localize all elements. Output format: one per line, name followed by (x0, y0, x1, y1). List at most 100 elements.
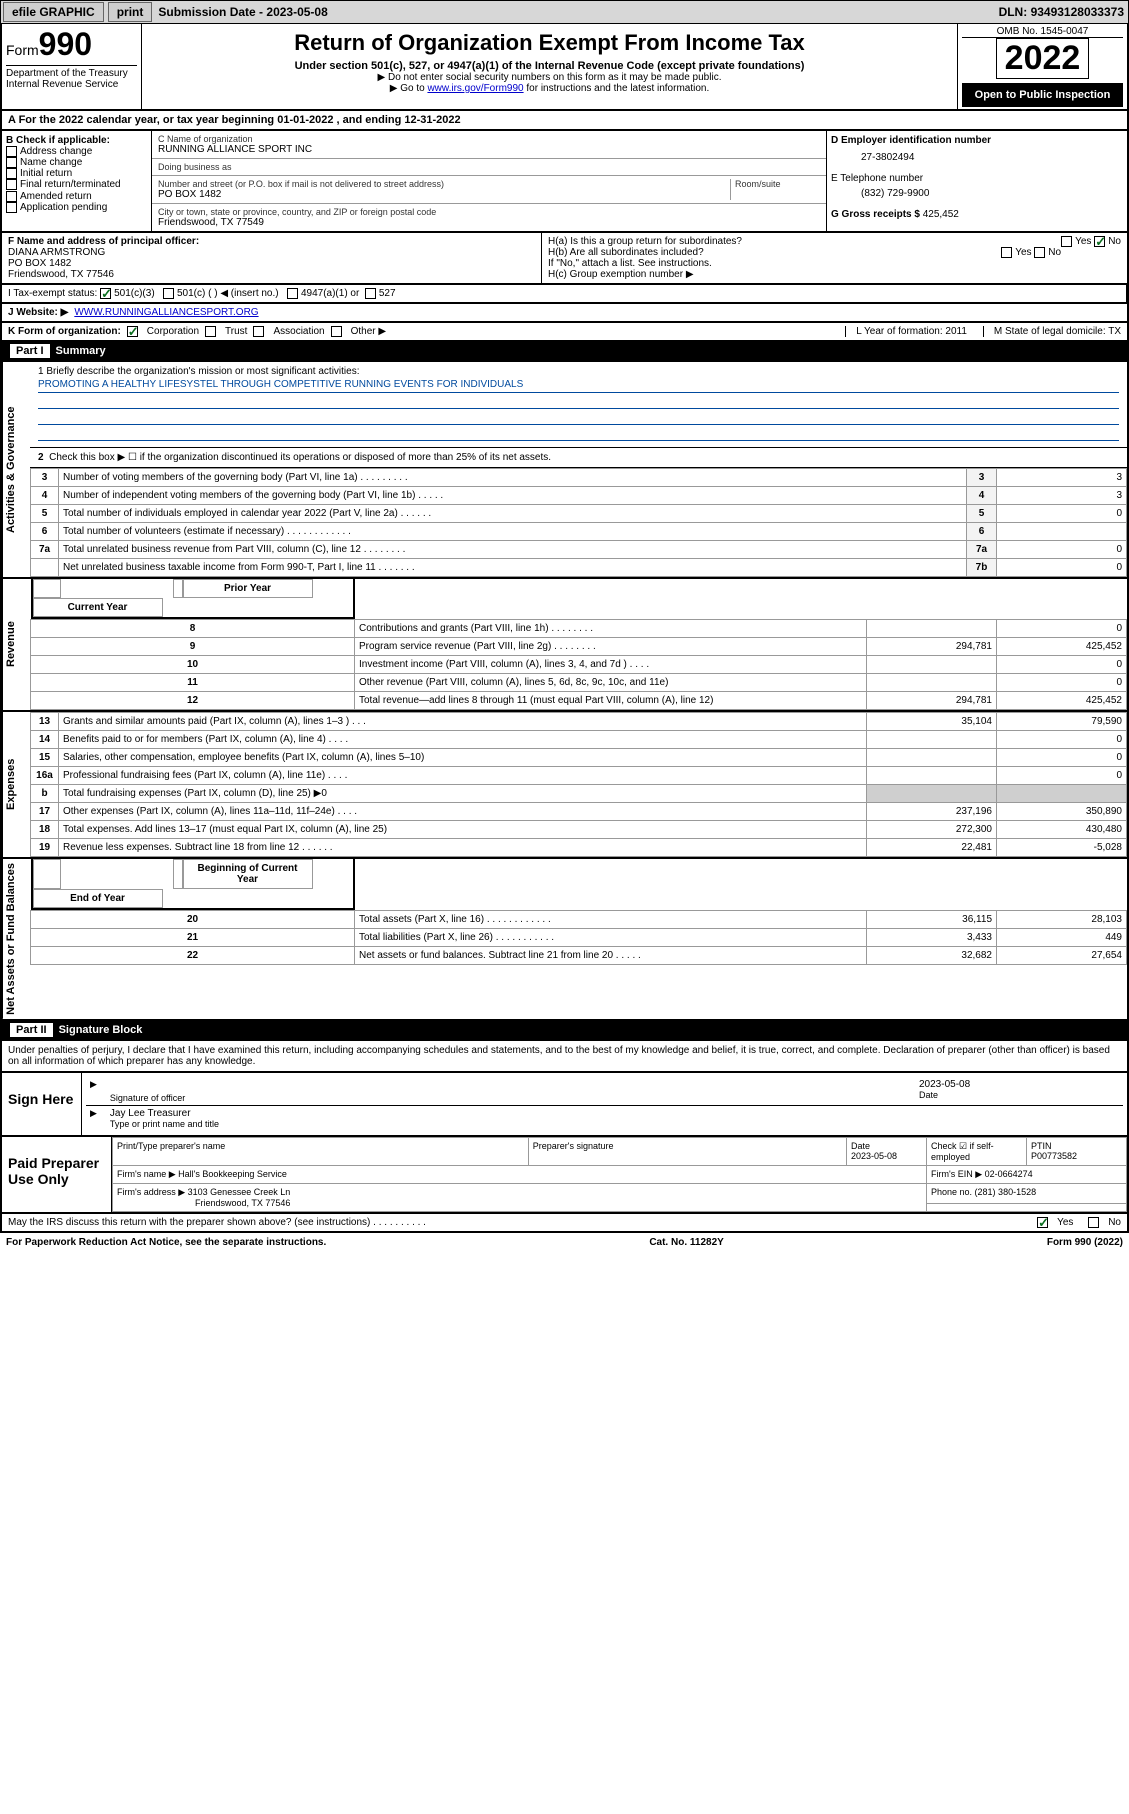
telephone-value: (832) 729-9900 (831, 184, 1123, 209)
vlabel-governance: Activities & Governance (2, 362, 30, 577)
tax-501c3[interactable] (100, 288, 111, 299)
address-label: Number and street (or P.O. box if mail i… (158, 179, 730, 189)
website-link[interactable]: WWW.RUNNINGALLIANCESPORT.ORG (74, 307, 258, 318)
h-c: H(c) Group exemption number ▶ (548, 269, 1121, 280)
row-f-h: F Name and address of principal officer:… (0, 233, 1129, 285)
ha-yes[interactable] (1061, 236, 1072, 247)
officer-addr2: Friendswood, TX 77546 (8, 269, 535, 280)
may-irs-discuss: May the IRS discuss this return with the… (0, 1214, 1129, 1233)
city-value: Friendswood, TX 77549 (158, 217, 820, 228)
tax-501c[interactable] (163, 288, 174, 299)
city-label: City or town, state or province, country… (158, 207, 820, 217)
org-name-label: C Name of organization (158, 134, 820, 144)
expenses-table: 13Grants and similar amounts paid (Part … (30, 712, 1127, 857)
vlabel-expenses: Expenses (2, 712, 30, 857)
hb-no[interactable] (1034, 247, 1045, 258)
officer-label: F Name and address of principal officer: (8, 236, 535, 247)
room-suite-label: Room/suite (735, 179, 820, 189)
org-trust[interactable] (205, 326, 216, 337)
section-b-label: B Check if applicable: (6, 135, 147, 146)
prep-sig-label: Preparer's signature (528, 1137, 846, 1165)
efile-topbar: efile GRAPHIC print Submission Date - 20… (0, 0, 1129, 24)
h-b-note: If "No," attach a list. See instructions… (548, 258, 1121, 269)
ssn-note: ▶ Do not enter social security numbers o… (146, 72, 953, 83)
form-title: Return of Organization Exempt From Incom… (146, 30, 953, 56)
check-address-change[interactable] (6, 146, 17, 157)
penalty-statement: Under penalties of perjury, I declare th… (0, 1041, 1129, 1073)
sign-here-label: Sign Here (2, 1073, 82, 1135)
tax-527[interactable] (365, 288, 376, 299)
efile-graphic-button[interactable]: efile GRAPHIC (3, 2, 104, 22)
h-b: H(b) Are all subordinates included? Yes … (548, 247, 1121, 258)
ha-no[interactable] (1094, 236, 1105, 247)
open-to-public: Open to Public Inspection (962, 83, 1123, 107)
year-formation: L Year of formation: 2011 (845, 326, 977, 337)
firm-ein: 02-0664274 (985, 1169, 1033, 1179)
org-name: RUNNING ALLIANCE SPORT INC (158, 144, 820, 155)
prep-self-employed: Check ☑ if self-employed (927, 1137, 1027, 1165)
paid-preparer-block: Paid Preparer Use Only Print/Type prepar… (0, 1137, 1129, 1214)
expenses-section: Expenses 13Grants and similar amounts pa… (0, 712, 1129, 859)
check-initial-return[interactable] (6, 168, 17, 179)
paperwork-notice: For Paperwork Reduction Act Notice, see … (6, 1237, 326, 1248)
revenue-section: Revenue Prior YearCurrent Year 8Contribu… (0, 579, 1129, 712)
state-domicile: M State of legal domicile: TX (983, 326, 1121, 337)
mission-question: 1 Briefly describe the organization's mi… (38, 366, 1119, 377)
check-name-change[interactable] (6, 157, 17, 168)
row-k: K Form of organization: Corporation Trus… (0, 323, 1129, 342)
row-j: J Website: ▶ WWW.RUNNINGALLIANCESPORT.OR… (0, 304, 1129, 323)
sign-here-block: Sign Here Signature of officer 2023-05-0… (0, 1073, 1129, 1137)
address-value: PO BOX 1482 (158, 189, 730, 200)
form-subtitle: Under section 501(c), 527, or 4947(a)(1)… (146, 60, 953, 72)
print-button[interactable]: print (108, 2, 153, 22)
sig-date-label: Date (919, 1090, 1119, 1100)
cat-no: Cat. No. 11282Y (649, 1237, 723, 1248)
officer-name: DIANA ARMSTRONG (8, 247, 535, 258)
firm-addr2: Friendswood, TX 77546 (117, 1198, 290, 1208)
net-assets-section: Net Assets or Fund Balances Beginning of… (0, 859, 1129, 1021)
vlabel-net-assets: Net Assets or Fund Balances (2, 859, 30, 1019)
sig-date: 2023-05-08 (919, 1079, 1119, 1090)
gross-receipts: G Gross receipts $ 425,452 (831, 209, 1123, 220)
paid-preparer-label: Paid Preparer Use Only (2, 1137, 112, 1212)
entity-block: B Check if applicable: Address change Na… (0, 131, 1129, 233)
org-corp[interactable] (127, 326, 138, 337)
dept-treasury: Department of the Treasury Internal Reve… (6, 65, 137, 90)
instructions-link[interactable]: www.irs.gov/Form990 (427, 83, 523, 94)
firm-name: Hall's Bookkeeping Service (178, 1169, 287, 1179)
line-2-discontinued: 2 Check this box ▶ ☐ if the organization… (30, 448, 1127, 468)
form-number: Form990 (6, 26, 137, 63)
instructions-link-line: ▶ Go to www.irs.gov/Form990 for instruct… (146, 83, 953, 94)
page-footer: For Paperwork Reduction Act Notice, see … (0, 1233, 1129, 1252)
tax-year: 2022 (996, 38, 1090, 79)
submission-date-label: Submission Date - 2023-05-08 (154, 5, 331, 19)
row-i: I Tax-exempt status: 501(c)(3) 501(c) ( … (0, 285, 1129, 304)
check-amended-return[interactable] (6, 191, 17, 202)
firm-phone: (281) 380-1528 (975, 1187, 1037, 1197)
form-header: Form990 Department of the Treasury Inter… (0, 24, 1129, 111)
ein-label: D Employer identification number (831, 135, 1123, 146)
revenue-table: Prior YearCurrent Year 8Contributions an… (30, 579, 1127, 710)
mission-text: PROMOTING A HEALTHY LIFESYSTEL THROUGH C… (38, 379, 1119, 393)
check-application-pending[interactable] (6, 202, 17, 213)
ein-value: 27-3802494 (831, 146, 1123, 173)
form-990-footer: Form 990 (2022) (1047, 1237, 1123, 1248)
hb-yes[interactable] (1001, 247, 1012, 258)
h-a: H(a) Is this a group return for subordin… (548, 236, 1121, 247)
org-other[interactable] (331, 326, 342, 337)
check-final-return[interactable] (6, 179, 17, 190)
org-assoc[interactable] (253, 326, 264, 337)
officer-name-label: Type or print name and title (110, 1119, 1119, 1129)
sig-officer-label: Signature of officer (110, 1093, 909, 1103)
net-assets-table: Beginning of Current YearEnd of Year 20T… (30, 859, 1127, 965)
line-a-tax-year: A For the 2022 calendar year, or tax yea… (0, 111, 1129, 131)
dba-label: Doing business as (158, 162, 820, 172)
ptin-value: P00773582 (1031, 1151, 1077, 1161)
may-no[interactable] (1088, 1217, 1099, 1228)
prep-name-label: Print/Type preparer's name (113, 1137, 529, 1165)
telephone-label: E Telephone number (831, 173, 1123, 184)
tax-4947[interactable] (287, 288, 298, 299)
officer-printed-name: Jay Lee Treasurer (110, 1108, 1119, 1119)
dln-label: DLN: 93493128033373 (995, 5, 1128, 19)
may-yes[interactable] (1037, 1217, 1048, 1228)
